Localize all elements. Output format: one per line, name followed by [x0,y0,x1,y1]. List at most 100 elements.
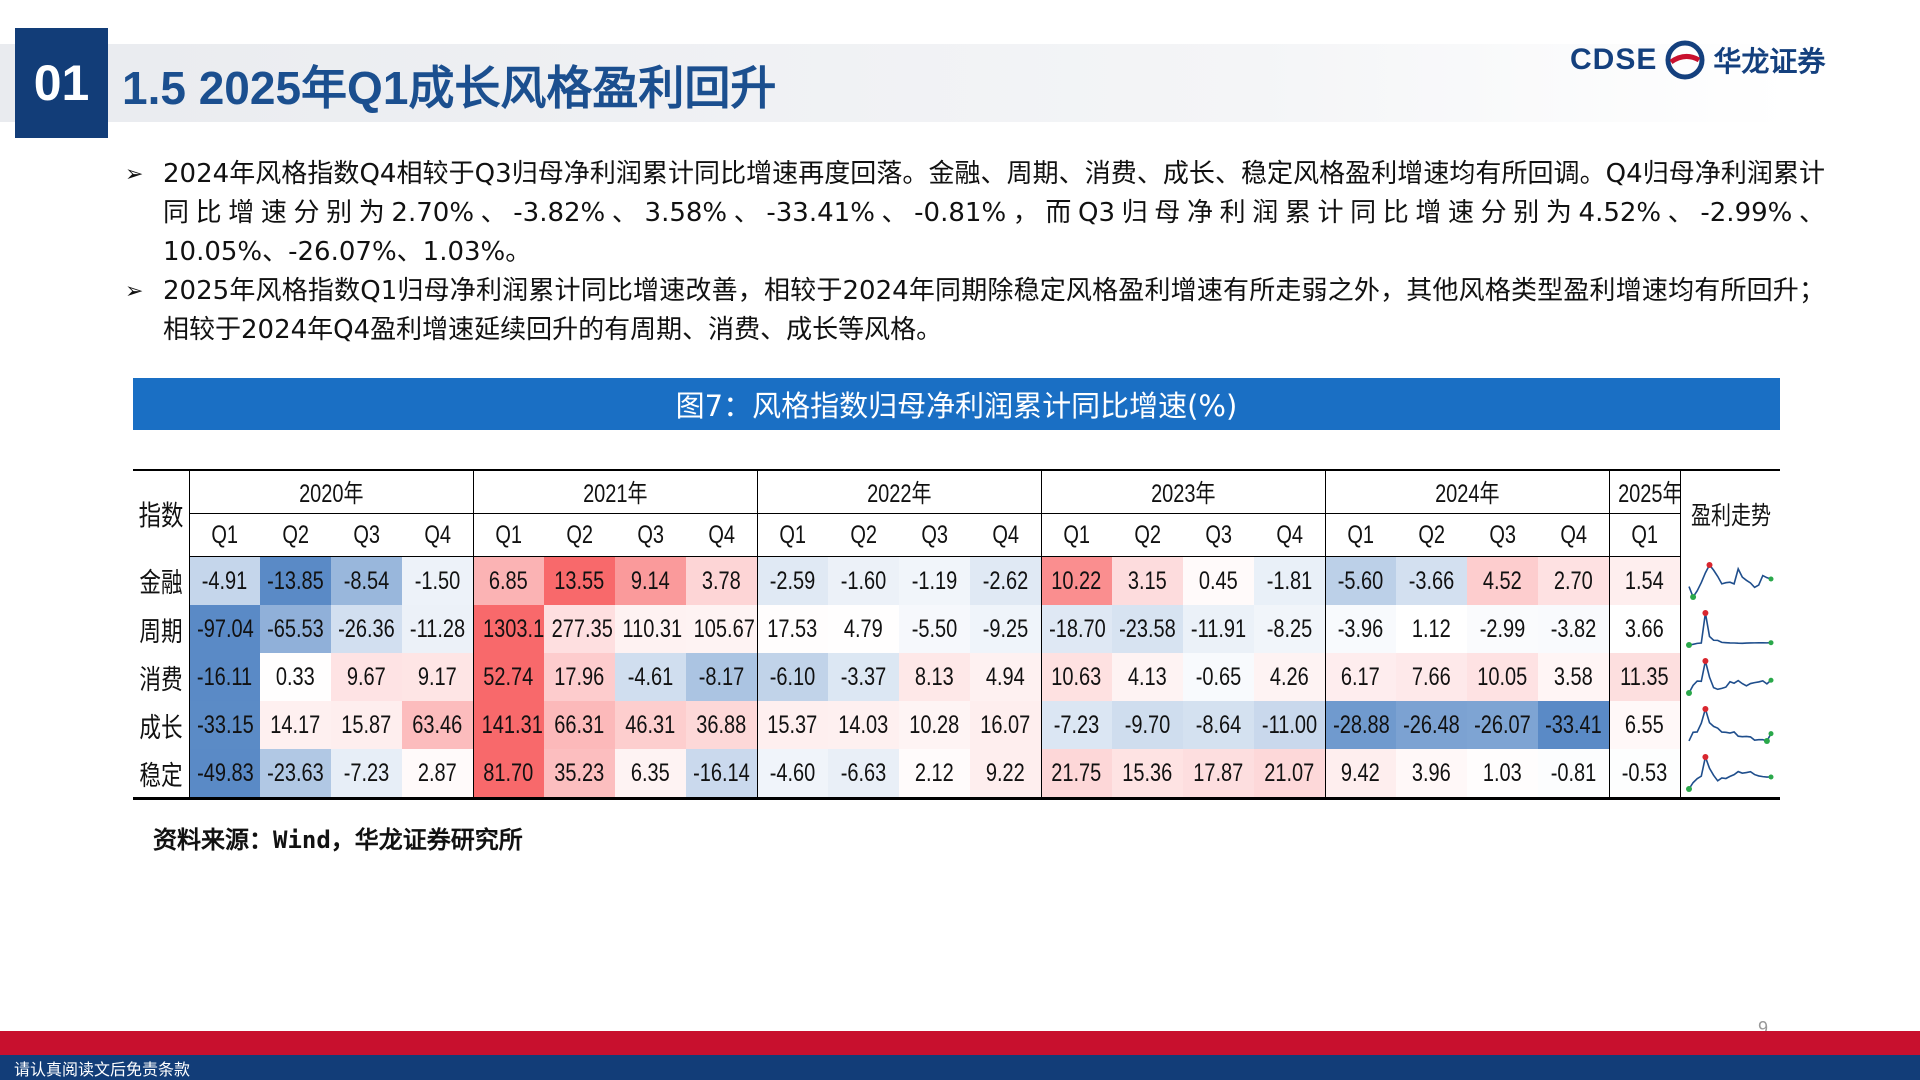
value: -9.70 [1124,710,1171,739]
quarter-label: Q4 [1275,520,1303,549]
value-cell: 0.33 [260,653,331,701]
value: 21.07 [1264,758,1315,787]
value-cell: 4.26 [1254,653,1325,701]
quarter-cell: Q2 [1396,513,1467,557]
quarter-label: Q3 [1205,520,1232,549]
sparkline-min [1764,738,1771,744]
data-row: 消费 -16.11 0.33 9.67 9.17 52.74 17.96 -4.61 -8.17… [133,653,1780,701]
value: -3.96 [1337,614,1384,643]
quarter-cell: Q1 [756,513,828,557]
value: 14.17 [270,710,321,739]
trend-cell [1679,749,1780,799]
quarter-cell: Q4 [1538,513,1609,557]
value-cell: 35.23 [544,749,615,799]
value: -4.61 [627,662,674,691]
value: -26.07 [1474,710,1531,739]
value: 6.17 [1341,662,1381,691]
value-cell: 10.28 [899,701,970,749]
value: -33.15 [196,710,254,739]
value: 141.31 [481,710,543,739]
figure-title: 图7：风格指数归母净利润累计同比增速(%) [133,378,1780,430]
value: 7.66 [1412,662,1451,691]
value-cell: 6.55 [1608,701,1680,749]
value: 2.87 [417,758,457,787]
value-cell: -65.53 [260,605,331,653]
value: 0.33 [276,662,315,691]
value: -26.36 [338,614,395,643]
value: 63.46 [412,710,463,739]
logo-cn: 华龙证券 [1713,46,1826,77]
value-cell: 52.74 [472,653,544,701]
value: 81.70 [483,758,534,787]
value: 15.36 [1122,758,1173,787]
quarter-label: Q1 [779,520,807,549]
value-cell: -1.60 [828,556,899,605]
sparkline-line [1688,706,1772,742]
value: 10.05 [1477,662,1528,691]
value-cell: 1.03 [1467,749,1538,799]
sparkline-last [1768,731,1774,737]
value-cell: 4.79 [828,605,899,653]
value: -3.82 [1550,614,1597,643]
value-cell: 36.88 [686,701,757,749]
value-cell: 6.17 [1324,653,1396,701]
value-cell: -0.65 [1183,653,1254,701]
value-cell: -28.88 [1324,701,1396,749]
value-cell: 9.67 [331,653,402,701]
quarter-cell: Q1 [1040,513,1112,557]
value-cell: -7.23 [331,749,402,799]
value: -1.19 [911,566,958,595]
quarter-label: Q3 [637,520,664,549]
value-cell: -4.91 [188,556,260,605]
value: -16.11 [197,662,253,691]
quarter-cell: Q4 [402,513,473,557]
bullet: 2024年风格指数Q4相较于Q3归母净利润累计同比增速再度回落。金融、周期、消费… [125,155,1825,272]
value: -0.81 [1550,758,1597,787]
value: 10.63 [1051,662,1102,691]
value: -9.25 [982,614,1029,643]
quarter-label: Q3 [353,520,380,549]
value-cell: 17.87 [1183,749,1254,799]
row-name: 周期 [139,616,183,647]
quarter-label: Q4 [1559,520,1587,549]
sparkline [1688,706,1774,744]
year-cell: 2024年 [1324,470,1609,514]
value-cell: 0.45 [1183,556,1254,605]
value-cell: -9.70 [1112,701,1183,749]
value: 277.35 [551,614,613,643]
logo-icon [1665,40,1705,80]
value-cell: 10.63 [1040,653,1112,701]
quarter-label: Q1 [495,520,523,549]
value-cell: -0.81 [1538,749,1609,799]
sparkline-max [1706,561,1713,568]
row-name-cell: 周期 [133,605,189,653]
quarter-label: Q4 [423,520,451,549]
value-cell: -16.11 [188,653,260,701]
value-cell: 7.66 [1396,653,1467,701]
value: -7.23 [343,758,390,787]
value: 9.14 [631,566,670,595]
value: 15.37 [767,710,818,739]
value-cell: 141.31 [472,701,544,749]
value-cell: -6.63 [828,749,899,799]
row-name-cell: 金融 [133,557,189,606]
value: -1.50 [414,566,461,595]
trend-cell [1679,653,1780,701]
quarter-cell: Q4 [970,513,1041,557]
value: 0.45 [1199,566,1238,595]
corner-cell: 指数 [133,470,189,557]
value-cell: 15.87 [331,701,402,749]
data-row: 稳定 -49.83 -23.63 -7.23 2.87 81.70 35.23 6.35 -16… [133,749,1780,799]
value-cell: 14.17 [260,701,331,749]
sparkline-min [1690,593,1697,600]
value-cell: 81.70 [472,749,544,799]
quarter-label: Q1 [1631,520,1658,549]
value-cell: 3.58 [1538,653,1609,701]
value-cell: -13.85 [260,556,331,605]
value: 3.78 [701,566,741,595]
value: -2.59 [769,566,816,595]
value: 1.54 [1625,566,1664,595]
value: -33.41 [1545,710,1602,739]
quarter-cell: Q3 [1183,513,1254,557]
value: 6.55 [1625,710,1664,739]
